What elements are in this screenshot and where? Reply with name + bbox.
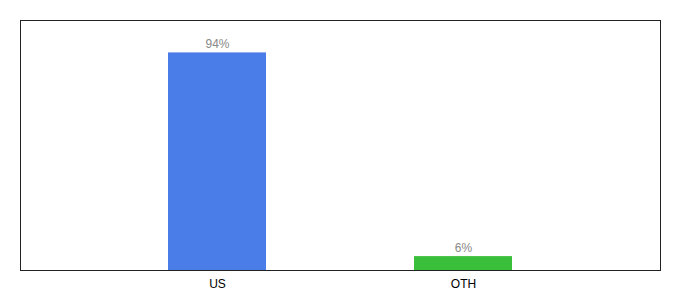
svg-text:6%: 6% [455,241,473,255]
svg-text:US: US [209,277,226,291]
svg-text:OTH: OTH [451,277,476,291]
svg-text:94%: 94% [205,37,229,51]
